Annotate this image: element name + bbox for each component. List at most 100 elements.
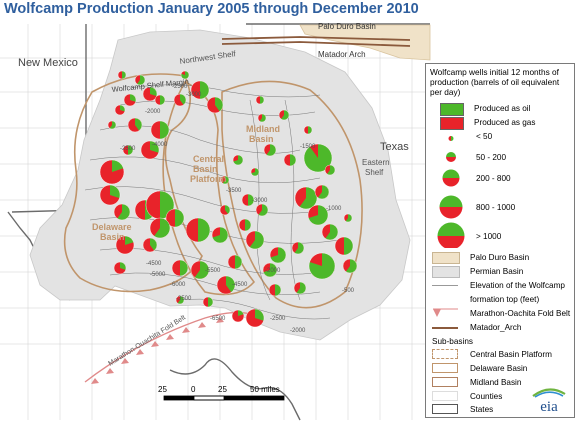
contour-label: -1000 [326,206,342,212]
label-midland-basin-1: Midland [246,124,280,134]
well-symbol [303,143,333,173]
well-symbol [263,143,277,157]
legend-states: States [426,404,574,418]
fold-belt-symbol [433,308,458,317]
size-lt-50 [448,136,454,141]
contour-label: -2500 [270,316,286,322]
gas-swatch [440,117,464,130]
well-symbol [165,208,185,228]
legend-elevation-label-1: Elevation of the Wolfcamp [470,281,565,290]
scale-bar: 25 0 25 50 miles [158,385,285,401]
well-symbol [190,260,210,280]
legend-size-lt-50: < 50 [476,132,493,141]
elevation-line-symbol [432,285,458,286]
midland-basin-swatch [432,377,458,387]
contour-label: -5000 [150,272,166,278]
well-symbol [324,164,336,176]
well-symbol [154,94,166,106]
central-basin-swatch [432,349,458,359]
well-symbol [303,125,313,135]
well-symbol [173,93,187,107]
well-symbol [114,104,126,116]
map-title: Wolfcamp Production January 2005 through… [4,1,419,17]
eia-logo: eia [532,388,566,414]
legend-size-200-800: 200 - 800 [476,174,511,183]
matador-line-symbol [432,327,458,329]
well-symbol [314,184,330,200]
well-symbols [99,70,358,328]
label-matador-arch: Matador Arch [318,50,366,59]
label-central-basin-platform-1: Central [193,154,224,164]
well-symbol [245,308,265,328]
label-central-basin-platform-2: Basin [193,164,218,174]
legend-midland: Midland Basin [426,377,574,391]
legend-counties-label: Counties [470,392,503,401]
well-symbol [150,120,170,140]
well-symbol [219,204,231,216]
well-symbol [308,252,336,280]
well-symbol [113,203,131,221]
contour-label: -2500 [120,146,136,152]
well-symbol [202,296,214,308]
legend-midland-label: Midland Basin [470,378,522,387]
well-symbol [211,226,229,244]
well-symbol [99,184,121,206]
well-symbol [171,259,189,277]
contour-label: -3500 [226,188,242,194]
well-symbol [180,70,190,80]
well-symbol [294,186,318,210]
well-symbol [190,80,210,100]
well-symbol [245,230,265,250]
well-symbol [107,120,117,130]
well-symbol [185,217,211,243]
permian-swatch [432,266,460,278]
label-central-basin-platform-3: Platform [190,174,227,184]
well-symbol [220,175,230,185]
legend-size-symbols [437,136,465,248]
well-symbol [334,236,354,256]
well-symbol [321,223,339,241]
well-symbol [268,283,282,297]
well-symbol [117,70,127,80]
well-symbol [206,96,224,114]
label-eastern-shelf-1: Eastern [362,158,390,167]
well-symbol [283,153,297,167]
delaware-basin-swatch [432,363,458,373]
subbasin-outlines [63,73,363,309]
legend-gas: Produced as gas [426,117,574,131]
legend-states-label: States [470,405,494,414]
legend-matador: Matador_Arch [426,322,574,336]
legend-counties: Counties [426,391,574,405]
well-symbol [227,254,243,270]
legend-permian-label: Permian Basin [470,267,524,276]
contour-value-labels: -2500 -3000 -2000 -4000 -2500 -1500 -350… [120,84,355,334]
legend-delaware: Delaware Basin [426,363,574,377]
well-symbol [149,217,171,239]
contour-label: -4000 [152,142,168,148]
well-symbol [113,261,127,275]
well-symbol [255,95,265,105]
legend-central: Central Basin Platform [426,349,574,363]
legend-header: Wolfcamp wells initial 12 months of prod… [430,67,560,97]
size-50-200 [446,152,456,162]
legend-subbasins: Sub-basins [432,337,473,346]
well-symbol [99,159,125,185]
well-symbol [127,117,143,133]
counties-swatch [432,391,458,401]
well-symbol [257,113,267,123]
scale-tick-25-left: 25 [158,385,167,394]
contour-label: -2000 [265,268,281,274]
well-symbol [175,295,185,305]
legend-oil: Produced as oil [426,103,574,117]
well-symbol [238,218,252,232]
contour-label: -6500 [210,316,226,322]
well-symbol [241,193,255,207]
label-delaware-basin-2: Basin [100,232,125,242]
well-symbol [250,167,260,177]
palo-duro-basin-area [299,24,431,61]
contour-label: -1500 [300,144,316,150]
contour-label: -3000 [186,92,202,98]
label-palo-duro: Palo Duro Basin [318,22,376,31]
well-symbol [293,281,307,295]
well-symbol [262,262,278,278]
